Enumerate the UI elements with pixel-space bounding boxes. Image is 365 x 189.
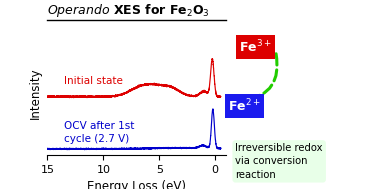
X-axis label: Energy Loss (eV): Energy Loss (eV): [87, 180, 187, 189]
Text: Irreversible redox
via conversion
reaction: Irreversible redox via conversion reacti…: [235, 143, 323, 180]
Text: Fe$^{2+}$: Fe$^{2+}$: [228, 98, 261, 114]
Y-axis label: Intensity: Intensity: [29, 68, 42, 119]
Text: Initial state: Initial state: [64, 76, 123, 86]
Text: Fe$^{3+}$: Fe$^{3+}$: [239, 39, 272, 56]
Text: OCV after 1st
cycle (2.7 V): OCV after 1st cycle (2.7 V): [64, 121, 135, 144]
Text: $\mathit{Operando}$ XES for Fe$_2$O$_3$: $\mathit{Operando}$ XES for Fe$_2$O$_3$: [47, 2, 210, 19]
